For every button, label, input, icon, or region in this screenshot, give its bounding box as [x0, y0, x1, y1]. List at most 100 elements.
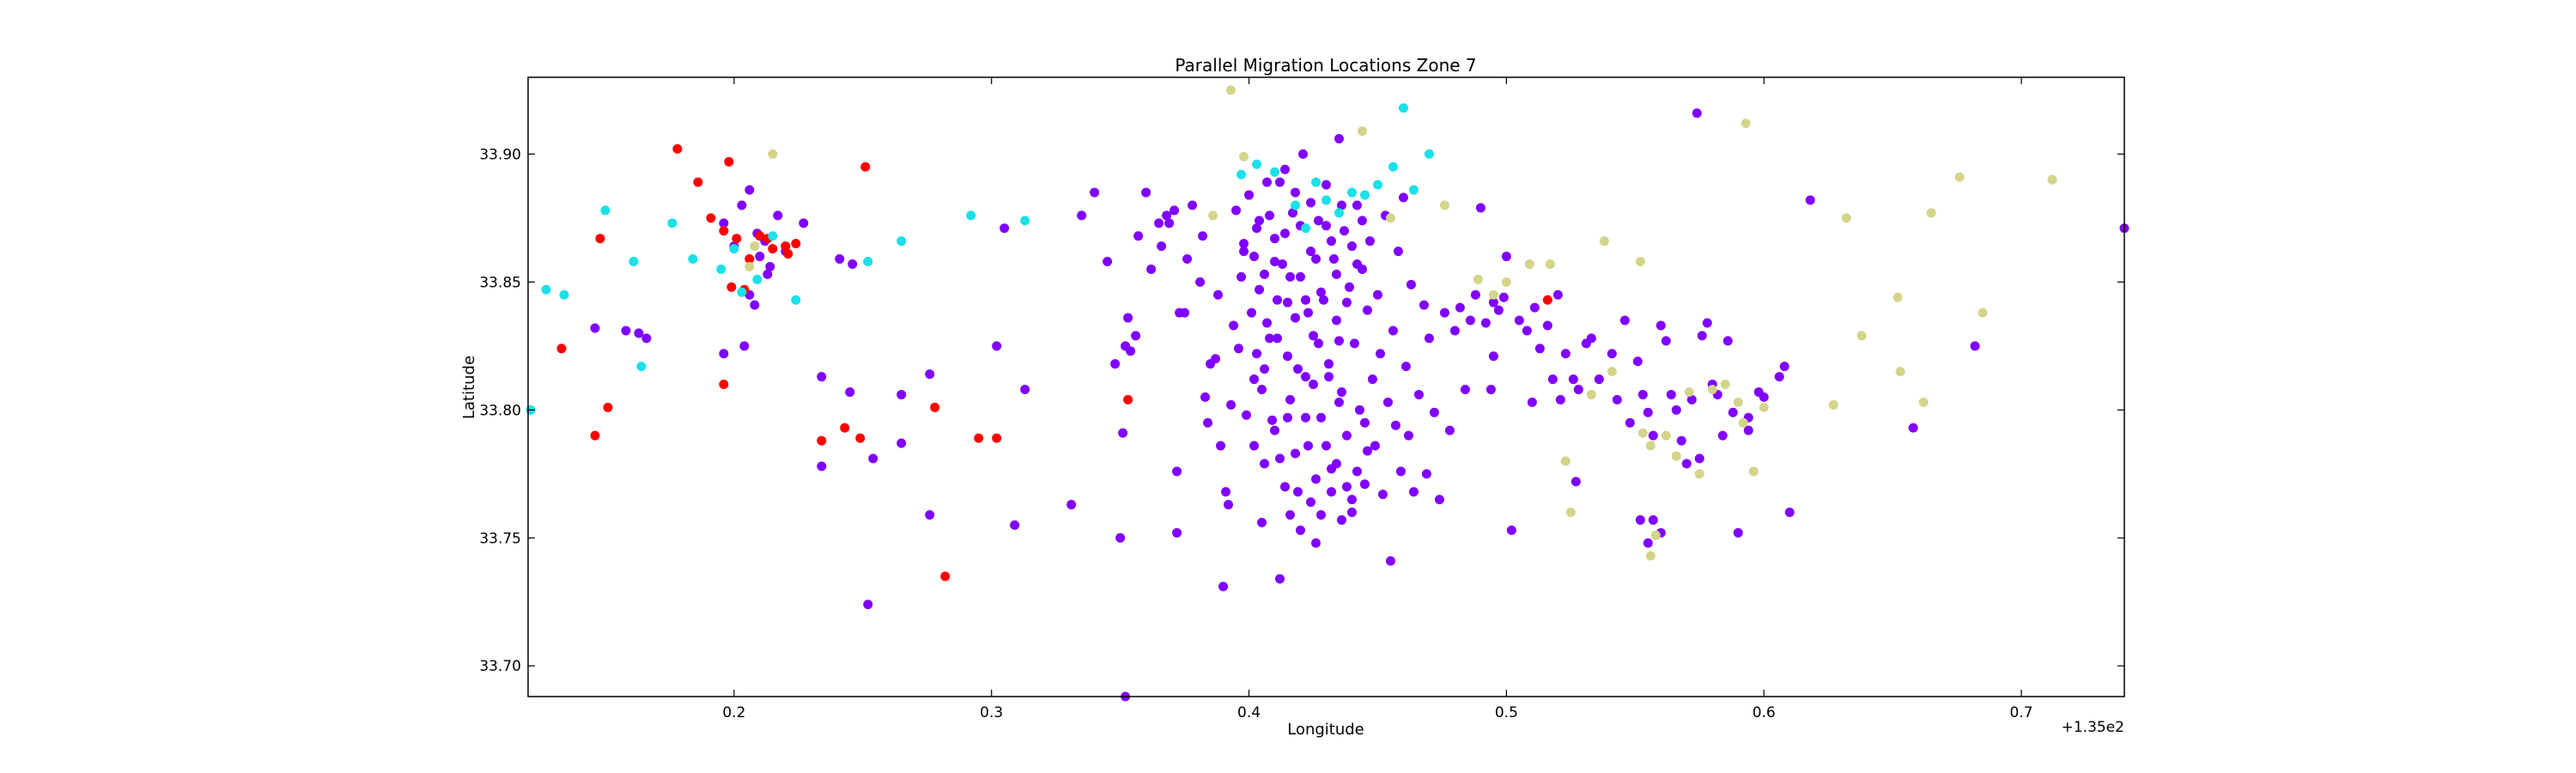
data-point — [1236, 169, 1247, 180]
data-point — [1717, 430, 1728, 441]
data-point — [1154, 218, 1164, 228]
data-point — [1252, 159, 1262, 169]
x-offset-label: +1.35e2 — [2062, 719, 2124, 736]
data-point — [1720, 380, 1730, 390]
data-point — [1473, 274, 1483, 284]
data-point — [1311, 538, 1321, 548]
data-point — [1316, 509, 1327, 520]
data-point — [762, 269, 773, 279]
data-point — [1267, 415, 1278, 425]
data-point — [737, 287, 747, 297]
data-point — [719, 226, 729, 236]
data-point — [1226, 399, 1236, 410]
data-point — [1291, 200, 1301, 210]
data-point — [1645, 441, 1656, 451]
data-point — [1321, 195, 1331, 205]
data-point — [719, 380, 729, 390]
data-point — [1293, 487, 1303, 497]
y-axis: 33.70 33.75 33.80 33.85 33.90 — [479, 146, 2124, 675]
data-point — [1686, 394, 1697, 405]
data-point — [1908, 423, 1918, 433]
data-point — [1265, 333, 1275, 344]
data-point — [1188, 200, 1198, 210]
data-point — [1339, 226, 1349, 236]
data-point — [974, 433, 984, 443]
data-point — [1341, 482, 1352, 492]
data-point — [641, 333, 652, 344]
data-point — [1648, 514, 1658, 525]
data-point — [1625, 417, 1635, 428]
data-point — [1255, 216, 1265, 226]
data-point — [1954, 172, 1965, 182]
data-point — [1542, 320, 1552, 331]
data-point — [1359, 190, 1370, 200]
data-point — [1439, 307, 1449, 318]
data-point — [737, 200, 747, 210]
data-point — [1568, 374, 1578, 385]
data-point — [1334, 397, 1344, 407]
data-point — [1211, 354, 1221, 364]
data-point — [1545, 259, 1555, 269]
data-point — [1133, 231, 1144, 241]
data-point — [1367, 374, 1377, 385]
data-point — [1123, 394, 1133, 405]
data-point — [1501, 277, 1511, 287]
data-point — [765, 261, 775, 271]
data-point — [1301, 412, 1311, 423]
data-point — [1748, 466, 1759, 477]
data-point — [863, 600, 873, 610]
data-point — [1316, 287, 1327, 297]
data-point — [1648, 430, 1658, 441]
data-point — [750, 300, 760, 310]
data-point — [896, 389, 907, 399]
data-point — [1249, 441, 1260, 451]
data-point — [559, 289, 569, 300]
data-point — [1856, 331, 1867, 341]
data-point — [1393, 247, 1403, 257]
data-point — [1309, 331, 1319, 341]
data-point — [1607, 349, 1617, 359]
y-tick-label: 33.75 — [479, 530, 521, 547]
data-point — [1262, 177, 1273, 187]
data-point — [1341, 430, 1352, 441]
data-point — [1293, 364, 1303, 374]
data-point — [1260, 364, 1270, 374]
data-point — [732, 234, 742, 244]
data-point — [1278, 259, 1288, 269]
data-point — [1321, 180, 1331, 190]
data-point — [1077, 210, 1087, 221]
data-point — [966, 210, 976, 221]
data-point — [1390, 420, 1400, 430]
data-point — [1275, 453, 1285, 464]
data-point — [1728, 407, 1738, 417]
data-point — [1586, 389, 1596, 399]
data-point — [840, 423, 850, 433]
data-point — [1249, 374, 1260, 385]
data-point — [1346, 241, 1357, 252]
data-point — [1110, 359, 1121, 369]
data-point — [1632, 356, 1643, 367]
y-axis-label: Latitude — [460, 356, 478, 419]
data-point — [1331, 459, 1341, 469]
data-point — [1303, 307, 1314, 318]
x-tick-label: 0.4 — [1237, 704, 1261, 721]
data-point — [799, 218, 809, 228]
data-point — [1439, 200, 1449, 210]
data-point — [1694, 453, 1704, 464]
data-point — [1301, 223, 1311, 234]
data-point — [1252, 349, 1262, 359]
data-point — [693, 177, 703, 187]
data-point — [1400, 362, 1411, 372]
data-point — [1424, 149, 1434, 159]
data-point — [1239, 239, 1249, 249]
data-point — [1661, 430, 1671, 441]
data-point — [1336, 514, 1346, 525]
data-point — [1560, 349, 1571, 359]
data-point — [1741, 119, 1751, 129]
data-point — [1334, 336, 1344, 346]
data-point — [1291, 187, 1301, 198]
data-point — [595, 234, 605, 244]
data-point — [600, 205, 611, 216]
data-point — [1172, 527, 1182, 538]
data-point — [896, 438, 907, 448]
